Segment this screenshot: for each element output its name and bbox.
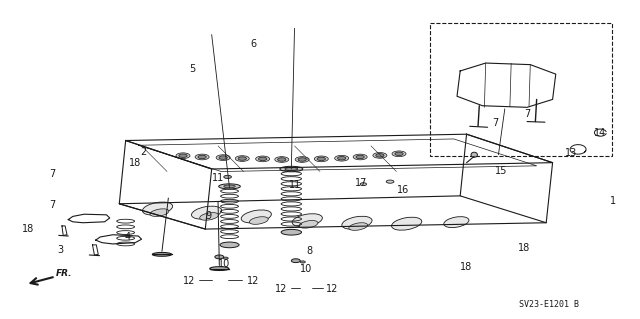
Text: 6: 6 xyxy=(250,39,256,49)
Text: 11: 11 xyxy=(212,174,224,183)
Text: 7: 7 xyxy=(492,118,499,128)
Ellipse shape xyxy=(291,259,300,263)
Ellipse shape xyxy=(444,217,469,227)
Ellipse shape xyxy=(300,261,305,263)
Ellipse shape xyxy=(278,158,286,161)
Ellipse shape xyxy=(395,152,403,156)
Ellipse shape xyxy=(224,185,236,188)
Text: 18: 18 xyxy=(518,243,530,253)
Text: 12: 12 xyxy=(275,284,287,294)
Ellipse shape xyxy=(216,155,230,160)
Text: 8: 8 xyxy=(306,246,312,256)
Ellipse shape xyxy=(299,220,318,228)
Ellipse shape xyxy=(373,152,387,158)
Ellipse shape xyxy=(200,213,218,220)
Ellipse shape xyxy=(176,153,190,159)
Ellipse shape xyxy=(349,223,367,230)
Ellipse shape xyxy=(376,154,384,157)
Ellipse shape xyxy=(238,157,246,160)
Ellipse shape xyxy=(150,209,169,216)
Ellipse shape xyxy=(152,252,172,256)
Ellipse shape xyxy=(360,183,367,186)
Ellipse shape xyxy=(198,155,206,159)
Text: 12: 12 xyxy=(326,284,339,294)
Ellipse shape xyxy=(215,255,224,259)
Ellipse shape xyxy=(195,154,209,160)
Text: 2: 2 xyxy=(140,147,147,157)
Ellipse shape xyxy=(285,167,298,171)
Text: 3: 3 xyxy=(58,245,63,255)
Text: 4: 4 xyxy=(124,232,131,242)
Text: 18: 18 xyxy=(460,262,472,272)
Ellipse shape xyxy=(191,206,221,219)
Ellipse shape xyxy=(275,157,289,162)
Text: 13: 13 xyxy=(565,148,577,158)
Text: 14: 14 xyxy=(594,128,606,137)
Ellipse shape xyxy=(335,155,349,161)
Text: 10: 10 xyxy=(218,259,230,269)
Ellipse shape xyxy=(342,216,372,229)
Text: 7: 7 xyxy=(49,169,56,179)
Ellipse shape xyxy=(298,158,307,161)
Text: 17: 17 xyxy=(355,178,367,188)
Ellipse shape xyxy=(224,175,232,178)
Bar xyxy=(429,23,612,156)
Ellipse shape xyxy=(471,152,477,157)
Text: 12: 12 xyxy=(246,276,259,286)
Ellipse shape xyxy=(317,157,325,160)
Ellipse shape xyxy=(281,229,301,235)
Text: 16: 16 xyxy=(396,184,409,195)
Ellipse shape xyxy=(292,214,323,227)
Ellipse shape xyxy=(143,202,173,215)
Text: 10: 10 xyxy=(300,263,312,274)
Text: FR.: FR. xyxy=(56,269,72,278)
Text: 12: 12 xyxy=(184,276,196,286)
Ellipse shape xyxy=(179,154,187,158)
Text: 7: 7 xyxy=(524,109,530,119)
Ellipse shape xyxy=(223,257,228,259)
Ellipse shape xyxy=(250,217,268,224)
Ellipse shape xyxy=(314,156,328,162)
Ellipse shape xyxy=(280,166,303,172)
Ellipse shape xyxy=(387,180,394,183)
Ellipse shape xyxy=(219,156,227,160)
Text: 9: 9 xyxy=(205,211,211,221)
Text: 15: 15 xyxy=(495,166,508,175)
Ellipse shape xyxy=(220,242,239,248)
Ellipse shape xyxy=(255,156,269,162)
Text: 1: 1 xyxy=(610,196,616,206)
Ellipse shape xyxy=(353,154,367,160)
Ellipse shape xyxy=(337,157,346,160)
Ellipse shape xyxy=(392,151,406,157)
Ellipse shape xyxy=(219,184,241,189)
Ellipse shape xyxy=(236,156,249,161)
Text: SV23-E1201 B: SV23-E1201 B xyxy=(520,300,579,309)
Ellipse shape xyxy=(356,155,364,159)
Text: 18: 18 xyxy=(22,224,35,234)
Ellipse shape xyxy=(295,157,309,162)
Ellipse shape xyxy=(241,210,271,223)
Text: 5: 5 xyxy=(189,64,196,74)
Ellipse shape xyxy=(210,267,229,271)
Text: 7: 7 xyxy=(49,200,56,210)
Ellipse shape xyxy=(392,217,422,230)
Text: 18: 18 xyxy=(129,158,141,168)
Ellipse shape xyxy=(259,157,267,160)
Text: 11: 11 xyxy=(289,180,301,190)
